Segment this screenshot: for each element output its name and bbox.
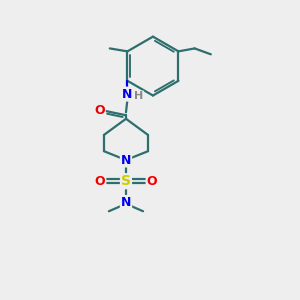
Text: N: N — [121, 196, 131, 209]
Text: S: S — [121, 174, 131, 188]
Text: N: N — [122, 88, 133, 100]
Text: N: N — [121, 154, 131, 166]
Text: O: O — [147, 175, 157, 188]
Text: O: O — [95, 175, 105, 188]
Text: H: H — [134, 92, 143, 101]
Text: O: O — [94, 104, 105, 117]
